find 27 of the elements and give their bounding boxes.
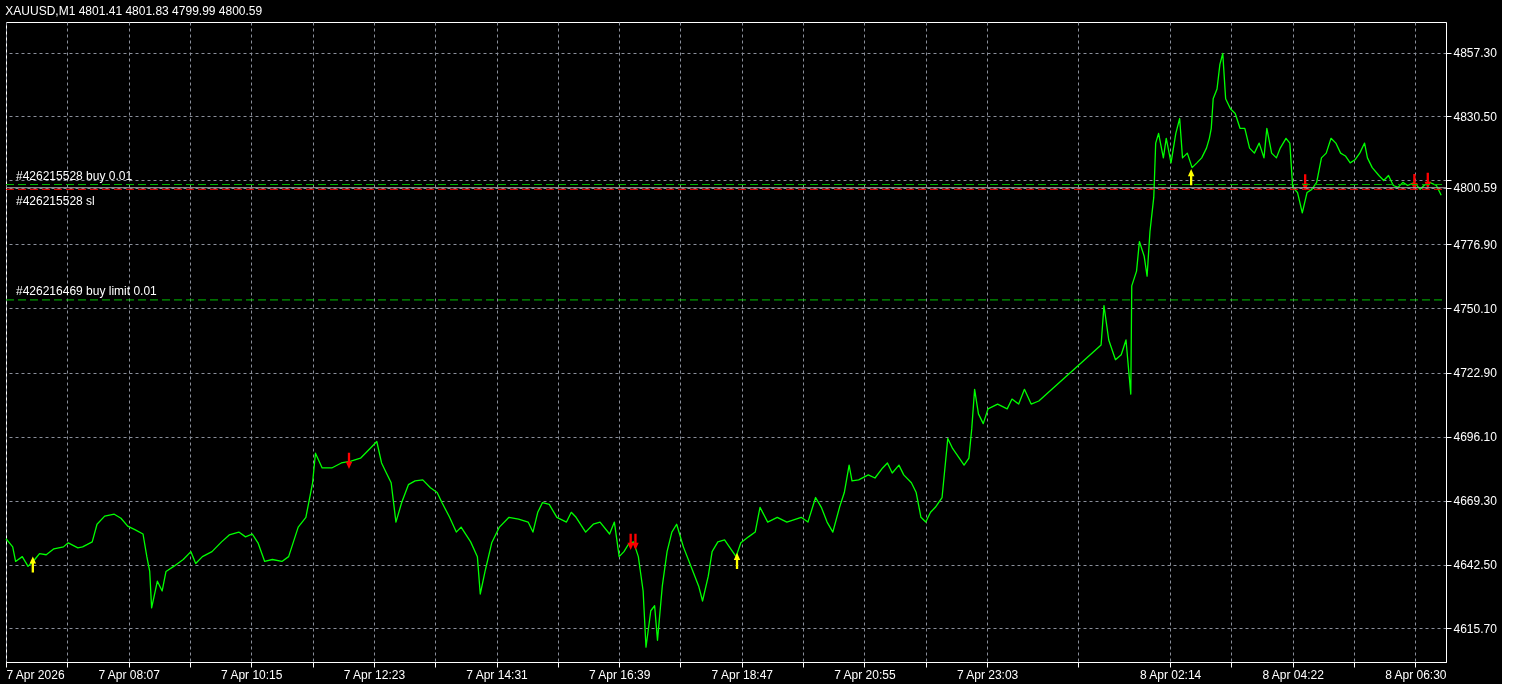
x-tick-label: 8 Apr 06:30 xyxy=(1385,667,1447,682)
x-tick-label: 7 Apr 2026 xyxy=(6,667,65,682)
x-tick-label: 7 Apr 10:15 xyxy=(221,667,283,682)
x-tick-label: 7 Apr 23:03 xyxy=(956,667,1019,682)
y-tick-label: 4800.59 xyxy=(1453,181,1498,196)
ref-line-label: #426215528 buy 0.01 xyxy=(16,168,133,183)
chart-title: XAUUSD,M1 4801.41 4801.83 4799.99 4800.59 xyxy=(5,4,263,18)
ref-line-label: #426215528 sl xyxy=(16,194,95,209)
y-tick-label: 4615.70 xyxy=(1453,621,1498,636)
ref-line-label: #426216469 buy limit 0.01 xyxy=(16,283,158,298)
x-tick-label: 8 Apr 02:14 xyxy=(1139,667,1202,682)
y-tick-label: 4857.30 xyxy=(1453,46,1498,61)
line-series xyxy=(5,52,1442,648)
y-tick-label: 4776.90 xyxy=(1453,237,1498,252)
y-tick-label: 4750.10 xyxy=(1453,301,1498,316)
x-tick-label: 7 Apr 16:39 xyxy=(588,667,651,682)
x-tick-label: 7 Apr 20:55 xyxy=(834,667,896,682)
x-tick-label: 7 Apr 08:07 xyxy=(98,667,161,682)
x-tick-label: 7 Apr 12:23 xyxy=(343,667,406,682)
y-tick-label: 4669.30 xyxy=(1453,494,1498,509)
y-tick-label: 4722.90 xyxy=(1453,366,1498,381)
y-tick-label: 4696.10 xyxy=(1453,430,1498,445)
y-tick-label: 4642.50 xyxy=(1453,558,1498,573)
x-tick-label: 7 Apr 14:31 xyxy=(466,667,529,682)
x-tick-label: 7 Apr 18:47 xyxy=(711,667,774,682)
x-tick-label: 8 Apr 04:22 xyxy=(1262,667,1325,682)
y-tick-label: 4830.50 xyxy=(1453,109,1498,124)
